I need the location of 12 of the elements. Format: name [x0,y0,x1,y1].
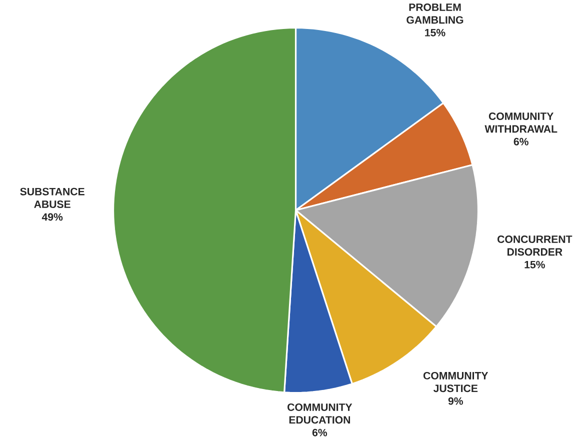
slice-label: CONCURRENT DISORDER [498,236,572,256]
data-label: 15% [425,28,446,36]
slice-label: COMMUNITY JUSTICE [423,372,488,392]
slice-label: SUBSTANCE ABUSE [20,188,84,208]
slice-label: PROBLEM GAMBLING [406,4,464,24]
data-label: 9% [448,397,463,405]
data-label: 6% [312,428,328,436]
data-label: 15% [524,260,545,268]
data-label: 6% [514,138,528,146]
slice-label: COMMUNITY WITHDRAWAL [484,112,558,133]
data-label: 49% [42,213,63,221]
slice-label: COMMUNITY EDUCATION [288,404,352,424]
